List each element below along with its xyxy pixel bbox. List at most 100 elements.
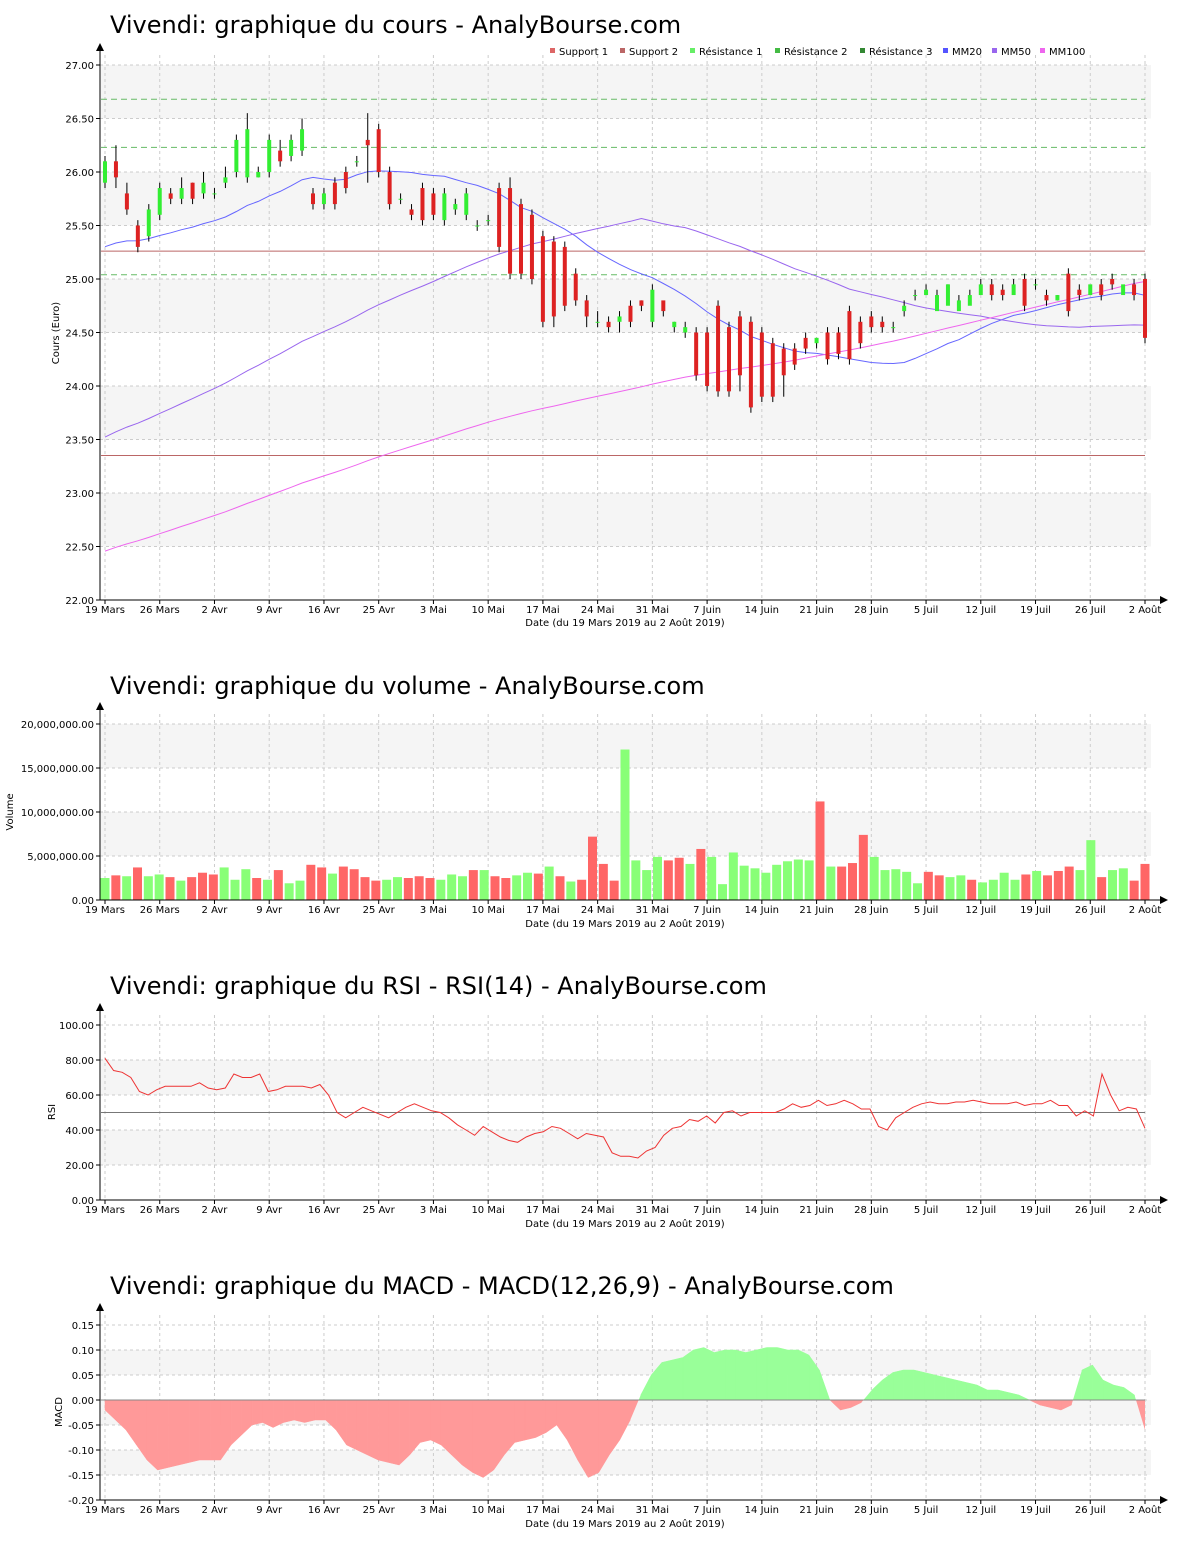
mm20-line xyxy=(104,170,1146,365)
legend-label: Résistance 2 xyxy=(784,46,847,58)
volume-bar xyxy=(902,871,912,900)
volume-bar xyxy=(891,869,901,900)
volume-bar xyxy=(468,870,478,900)
volume-bar xyxy=(544,866,554,900)
macd-area-segment xyxy=(272,1399,284,1428)
price-chart: Vivendi: graphique du cours - AnalyBours… xyxy=(51,11,1168,629)
volume-bar xyxy=(241,869,251,900)
volume-bar xyxy=(978,882,987,900)
macd-area-segment xyxy=(188,1399,200,1463)
volume-bar xyxy=(988,879,998,900)
macd-area-segment xyxy=(430,1399,442,1446)
volume-bar xyxy=(566,881,576,900)
macd-area-segment xyxy=(955,1379,967,1401)
candle-body xyxy=(1011,284,1016,296)
candle-body xyxy=(1121,284,1126,296)
candle-body xyxy=(234,139,239,172)
macd-area-segment xyxy=(863,1390,872,1400)
macd-area-segment xyxy=(556,1399,568,1441)
vol-xtick-label: 16 Avr xyxy=(308,905,341,916)
macd-xtick-label: 14 Juin xyxy=(745,1505,779,1516)
volume-bar xyxy=(154,874,164,900)
rsi-xtick-label: 25 Avr xyxy=(363,1205,396,1216)
volume-bar xyxy=(588,836,597,900)
macd-area-segment xyxy=(503,1399,515,1456)
legend-label: MM50 xyxy=(1001,47,1031,58)
macd-area-segment xyxy=(587,1399,599,1478)
price-xtick-label: 25 Avr xyxy=(363,605,396,616)
price-xtick-label: 21 Juin xyxy=(799,605,833,616)
candle-body xyxy=(595,321,600,323)
rsi-xtick-label: 26 Juil xyxy=(1075,1205,1106,1216)
candle-body xyxy=(792,348,797,365)
volume-bar xyxy=(793,859,803,900)
macd-area-segment xyxy=(1071,1400,1073,1405)
vol-xtick-label: 7 Juin xyxy=(693,905,721,916)
volume-bar xyxy=(436,879,446,900)
candle-body xyxy=(1132,284,1137,296)
volume-bar xyxy=(750,868,760,900)
mm100-line xyxy=(104,280,1146,552)
candle-body xyxy=(486,220,491,222)
volume-bar xyxy=(100,878,110,900)
macd-ytick-label: -0.10 xyxy=(68,1446,94,1457)
candle-body xyxy=(661,300,666,312)
legend-swatch xyxy=(860,48,865,53)
candle-body xyxy=(540,236,545,322)
macd-xtick-label: 31 Mai xyxy=(636,1505,669,1516)
price-chart-title: Vivendi: graphique du cours - AnalyBours… xyxy=(110,11,681,39)
volume-bar xyxy=(620,749,630,900)
rsi-y-axis-label: RSI xyxy=(47,1104,58,1120)
macd-area-segment xyxy=(966,1382,978,1401)
macd-ytick-label: 0.15 xyxy=(72,1321,94,1332)
candle-body xyxy=(1066,273,1071,312)
candle-body xyxy=(475,225,480,227)
macd-area-segment xyxy=(1072,1370,1082,1400)
volume-bar xyxy=(523,872,532,900)
macd-chart: Vivendi: graphique du MACD - MACD(12,26,… xyxy=(54,1272,1168,1530)
macd-area-segment xyxy=(199,1399,211,1461)
candle-body xyxy=(1110,279,1115,285)
macd-chart-title: Vivendi: graphique du MACD - MACD(12,26,… xyxy=(110,1272,894,1300)
macd-area-segment xyxy=(1135,1400,1145,1430)
candle-body xyxy=(628,305,633,322)
price-band xyxy=(101,172,1151,226)
rsi-xtick-label: 21 Juin xyxy=(799,1205,833,1216)
price-band xyxy=(101,386,1151,440)
macd-area-segment xyxy=(167,1399,179,1468)
volume-bar xyxy=(956,875,966,900)
volume-bar xyxy=(783,861,792,900)
volume-bar xyxy=(230,879,240,900)
candle-body xyxy=(935,295,939,312)
rsi-xtick-label: 12 Juil xyxy=(965,1205,996,1216)
macd-area-segment xyxy=(1134,1395,1136,1400)
macd-area-segment xyxy=(682,1349,694,1401)
candle-body xyxy=(705,332,710,386)
macd-xtick-label: 21 Juin xyxy=(799,1505,833,1516)
candle-body xyxy=(398,198,403,200)
volume-bar xyxy=(111,875,121,900)
macd-area-segment xyxy=(1102,1379,1114,1401)
macd-xtick-label: 26 Juil xyxy=(1075,1505,1106,1516)
volume-bar xyxy=(696,848,706,900)
macd-xtick-label: 16 Avr xyxy=(308,1505,341,1516)
volume-bar xyxy=(1108,870,1117,900)
candle-body xyxy=(913,295,918,297)
macd-ytick-label: 0.05 xyxy=(72,1371,94,1382)
volume-bar xyxy=(360,877,370,900)
vol-xtick-label: 31 Mai xyxy=(636,905,669,916)
candle-body xyxy=(201,182,206,194)
price-xtick-label: 31 Mai xyxy=(636,605,669,616)
volume-bar xyxy=(642,870,652,900)
vol-xtick-label: 14 Juin xyxy=(745,905,779,916)
volume-bar xyxy=(1140,863,1150,900)
candle-body xyxy=(1044,295,1049,301)
macd-area-segment xyxy=(1008,1392,1020,1401)
macd-area-segment xyxy=(766,1347,778,1401)
candle-body xyxy=(967,295,972,306)
candle-body xyxy=(354,161,359,163)
rsi-xtick-label: 16 Avr xyxy=(308,1205,341,1216)
volume-bar xyxy=(187,877,197,900)
rsi-ytick-label: 0.00 xyxy=(72,1196,94,1207)
volume-bar xyxy=(577,879,587,900)
